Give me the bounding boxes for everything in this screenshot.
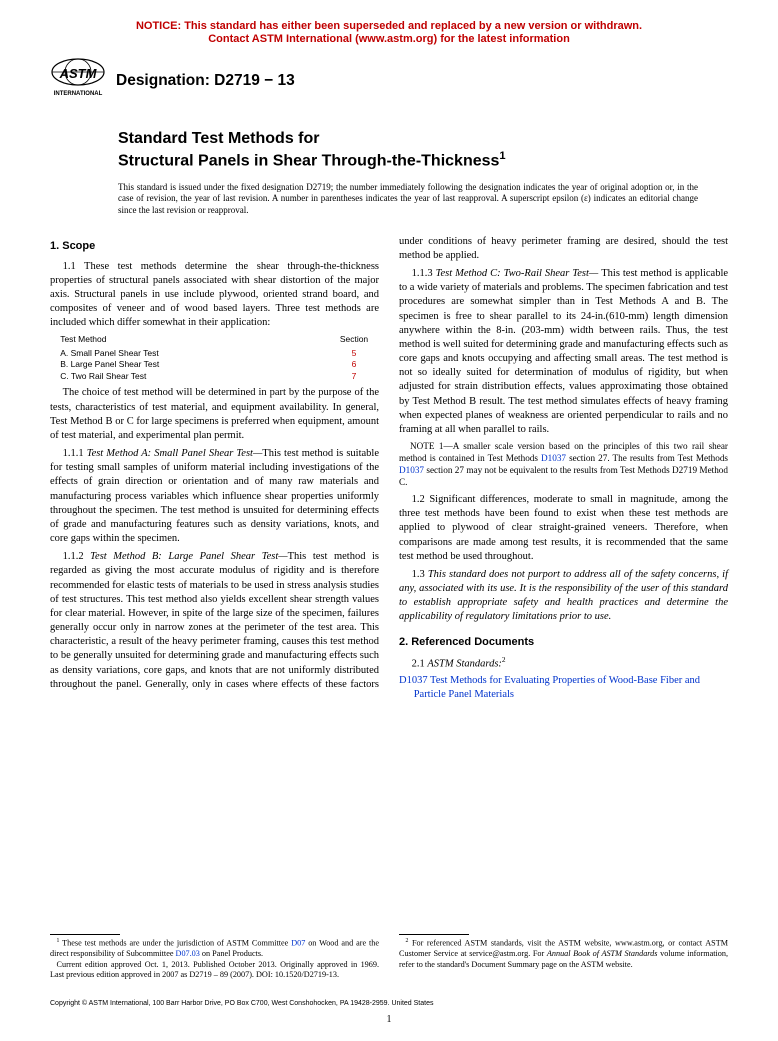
sup: 2 (502, 655, 506, 664)
note-lead: NOTE 1— (410, 441, 453, 451)
table-cell-section[interactable]: 5 (329, 348, 379, 359)
fn2-em: Annual Book of ASTM Standards (547, 949, 658, 958)
body: This standard does not purport to addres… (399, 569, 728, 623)
table-cell-label: A. Small Panel Shear Test (60, 348, 260, 359)
lead: 1.1.3 (412, 268, 436, 279)
footnote-1b: Current edition approved Oct. 1, 2013. P… (50, 960, 379, 981)
table-row: A. Small Panel Shear Test 5 (60, 348, 379, 359)
title-text: Structural Panels in Shear Through-the-T… (118, 153, 499, 170)
table-head-method: Test Method (60, 334, 260, 345)
ref-title[interactable]: Test Methods for Evaluating Properties o… (414, 675, 700, 700)
em: Test Method A: Small Panel Shear Test— (87, 448, 263, 459)
title-line-1: Standard Test Methods for (118, 129, 728, 149)
table-cell-label: C. Two Rail Shear Test (60, 371, 260, 382)
designation: Designation: D2719 − 13 (116, 72, 295, 90)
table-cell-section[interactable]: 7 (329, 371, 379, 382)
footnote-col-left: 1 These test methods are under the juris… (50, 934, 379, 981)
ref-entry: D1037 Test Methods for Evaluating Proper… (414, 674, 728, 702)
header-row: ASTM INTERNATIONAL Designation: D2719 − … (50, 54, 728, 107)
para-2-1: 2.1 ASTM Standards:2 (399, 655, 728, 672)
link-d07[interactable]: D07 (291, 938, 305, 947)
para-1-1: 1.1 These test methods determine the she… (50, 260, 379, 331)
em: Test Method B: Large Panel Shear Test— (90, 551, 287, 562)
footnote-1: 1 These test methods are under the juris… (50, 938, 379, 960)
page-number: 1 (0, 1014, 778, 1025)
notice-line-2: Contact ASTM International (www.astm.org… (208, 33, 570, 45)
note-text-c: section 27 may not be equivalent to the … (399, 465, 728, 487)
footnote-2: 2 For referenced ASTM standards, visit t… (399, 938, 728, 971)
para-1-2: 1.2 Significant differences, moderate to… (399, 493, 728, 564)
footnotes: 1 These test methods are under the juris… (50, 934, 728, 981)
lead: 2.1 (412, 659, 428, 670)
table-head-section: Section (329, 334, 379, 345)
title-super: 1 (499, 150, 505, 162)
table-row: B. Large Panel Shear Test 6 (60, 359, 379, 370)
issuance-note: This standard is issued under the fixed … (118, 182, 698, 217)
fn1-a: These test methods are under the jurisdi… (59, 938, 291, 947)
table-cell-label: B. Large Panel Shear Test (60, 359, 260, 370)
astm-logo: ASTM INTERNATIONAL (50, 54, 106, 107)
link-d1037[interactable]: D1037 (541, 453, 566, 463)
title-block: Standard Test Methods for Structural Pan… (118, 129, 728, 171)
notice-line-1: NOTICE: This standard has either been su… (136, 20, 642, 32)
table-cell-section[interactable]: 6 (329, 359, 379, 370)
svg-text:INTERNATIONAL: INTERNATIONAL (54, 91, 103, 97)
body: This test method is applicable to a wide… (399, 268, 728, 435)
lead: 1.1.1 (63, 448, 87, 459)
copyright-line: Copyright © ASTM International, 100 Barr… (50, 1000, 434, 1007)
svg-text:ASTM: ASTM (59, 66, 98, 81)
body: This test method is suitable for testing… (50, 448, 379, 544)
title-line-2: Structural Panels in Shear Through-the-T… (118, 149, 728, 171)
section-2-head: 2. Referenced Documents (399, 635, 728, 650)
footnote-rule (399, 934, 469, 935)
table-row: C. Two Rail Shear Test 7 (60, 371, 379, 382)
link-d07-03[interactable]: D07.03 (176, 949, 200, 958)
footnote-col-right: 2 For referenced ASTM standards, visit t… (399, 934, 728, 981)
test-method-table: Test Method Section A. Small Panel Shear… (60, 334, 379, 382)
section-1-head: 1. Scope (50, 239, 379, 254)
notice-banner: NOTICE: This standard has either been su… (50, 20, 728, 46)
em: Test Method C: Two-Rail Shear Test— (436, 268, 602, 279)
link-d1037[interactable]: D1037 (399, 675, 428, 686)
body-columns: 1. Scope 1.1 These test methods determin… (50, 235, 728, 703)
lead: 1.3 (412, 569, 428, 580)
footnote-rule (50, 934, 120, 935)
link-d1037[interactable]: D1037 (399, 465, 424, 475)
note-1: NOTE 1—A smaller scale version based on … (399, 441, 728, 489)
fn1-c: on Panel Products. (200, 949, 263, 958)
para-1-3: 1.3 This standard does not purport to ad… (399, 568, 728, 625)
para-1-1-3: 1.1.3 Test Method C: Two-Rail Shear Test… (399, 267, 728, 437)
lead: 1.1.2 (63, 551, 91, 562)
page: NOTICE: This standard has either been su… (0, 0, 778, 1041)
para-choice: The choice of test method will be determ… (50, 386, 379, 443)
para-1-1-1: 1.1.1 Test Method A: Small Panel Shear T… (50, 447, 379, 546)
note-text-b: section 27. The results from Test Method… (566, 453, 728, 463)
em: ASTM Standards: (427, 659, 502, 670)
